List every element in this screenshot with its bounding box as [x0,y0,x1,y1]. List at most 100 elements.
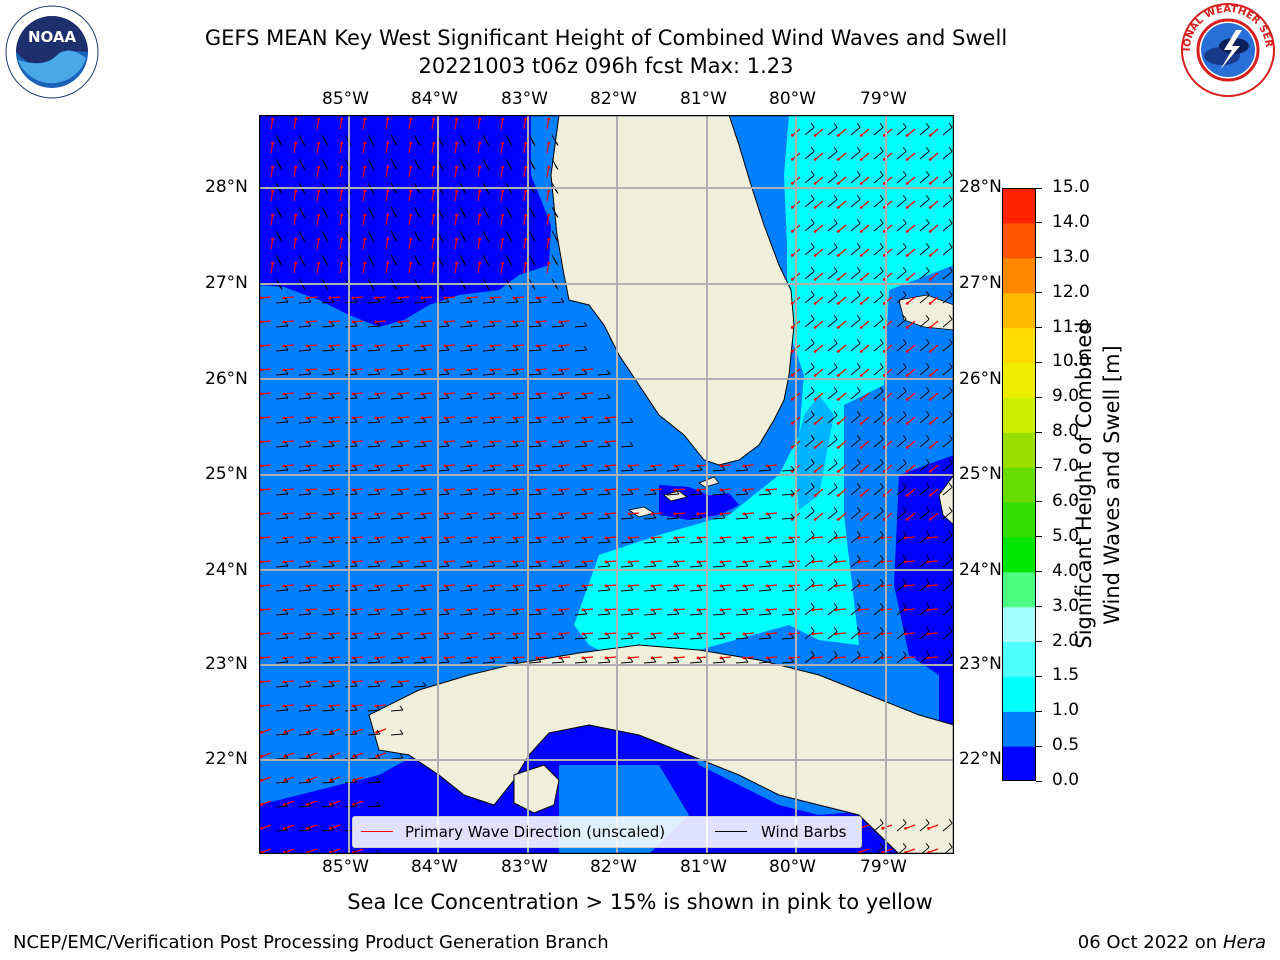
wave-arrow-head [420,464,424,468]
wave-arrow [408,119,412,130]
wave-arrow [352,584,364,587]
wind-barb [873,630,884,640]
wave-arrow [260,632,272,635]
wind-barb-flag [902,339,907,344]
wind-barb [344,421,358,424]
wave-arrow [467,440,479,443]
wave-arrow [362,167,366,178]
wave-arrow [858,656,870,659]
wave-arrow [375,368,387,371]
wave-arrow-head [466,608,470,612]
wind-barb-flag [301,141,306,146]
wind-barb-flag [879,147,884,152]
wave-arrow-head [836,518,840,521]
wind-barb-flag [948,819,953,824]
wind-barb [735,493,749,496]
wave-arrow [513,632,525,635]
wave-arrow-head [420,584,424,588]
wind-barb [620,589,634,592]
wave-arrow [605,656,617,659]
wave-arrow-head [882,134,886,137]
wind-barb-flag [485,189,490,194]
wind-barb [597,445,611,448]
wave-arrow [513,296,525,299]
wave-arrow [467,512,479,515]
wind-barb [597,469,611,472]
wave-arrow-head [650,608,654,612]
wave-arrow-head [813,134,817,137]
wind-barb-flag [554,213,559,218]
wave-arrow-head [328,536,332,540]
wave-arrow-head [283,803,286,806]
wave-arrow [421,512,433,515]
wave-arrow-head [432,261,436,265]
wave-arrow [858,584,870,587]
wind-barb [459,325,473,328]
wave-arrow [260,584,272,587]
wave-arrow-head [328,632,332,636]
wind-barb [321,373,335,376]
colorbar-bin [1002,222,1036,259]
wave-arrow-head [317,117,321,121]
wind-barb [482,637,496,640]
wind-barb [459,637,473,640]
wind-barb-flag [531,165,536,170]
wind-barb-flag [810,507,815,512]
wave-arrow-head [558,632,562,636]
wind-barb-flag [422,657,427,663]
wind-barb [390,709,404,712]
wind-barb-flag [810,435,815,440]
wave-arrow-head [466,392,470,396]
wind-barb-flag [948,627,953,632]
wave-arrow [628,656,640,659]
wind-barb [367,517,381,520]
wave-arrow [431,215,435,226]
wave-arrow [421,560,433,563]
wave-arrow-head [294,141,298,145]
wave-arrow-head [904,827,907,830]
wave-arrow-head [882,374,886,377]
wind-barb-flag [606,609,611,615]
wave-arrow-head [836,254,840,257]
wave-arrow [421,584,433,587]
wave-arrow-head [317,213,321,217]
wave-arrow [814,200,824,208]
wind-barb [712,613,726,616]
wave-arrow-head [604,536,608,540]
wind-barb [344,325,358,328]
wave-arrow [362,239,366,250]
wave-arrow [490,512,502,515]
wind-barb-flag [422,633,427,639]
wave-arrow [858,536,870,539]
wind-barb [482,397,496,400]
wave-arrow-head [650,536,654,540]
wave-arrow [270,191,274,202]
wave-arrow-head [351,560,355,564]
wave-arrow [352,560,364,563]
wave-arrow-head [455,213,459,217]
wind-barb-flag [810,651,815,656]
wind-barb-flag [445,417,450,423]
colorbar-tick-mark [1036,675,1042,677]
wind-barb [873,246,884,256]
wind-barb [896,318,907,328]
wave-arrow-head [813,230,817,233]
wave-arrow [408,191,412,202]
wave-arrow-head [581,464,585,468]
wind-barb-flag [284,609,289,615]
wind-barb-flag [902,411,907,416]
wave-arrow [905,824,916,829]
map-panel [259,115,954,854]
wave-arrow [814,248,824,256]
wind-barb [804,390,815,400]
colorbar-tick-label: 5.0 [1052,525,1080,546]
wave-arrow [339,239,343,250]
wave-arrow-head [742,632,746,636]
wind-barb [390,733,404,736]
wave-arrow-head [581,632,585,636]
lat-label-right: 26°N [959,369,1002,389]
wave-arrow-head [489,416,493,420]
wind-barb-flag [537,369,542,375]
wind-barb [942,174,953,184]
wave-arrow-head [512,464,516,468]
